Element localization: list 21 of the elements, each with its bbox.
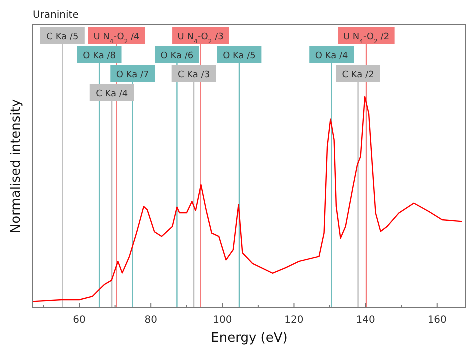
ref-line-label: C Ka /3 bbox=[178, 70, 210, 80]
ref-line-label: O Ka /8 bbox=[83, 52, 116, 62]
ref-line-label: U N$_{4}$-O$_{2}$ /3 bbox=[178, 32, 224, 45]
ref-line-label: C Ka /5 bbox=[46, 32, 79, 42]
x-tick-label: 140 bbox=[356, 315, 376, 326]
x-axis-title: Energy (eV) bbox=[211, 331, 288, 346]
ref-line-label: O Ka /4 bbox=[315, 52, 348, 62]
x-tick-label: 160 bbox=[428, 315, 447, 326]
ref-line-label: C Ka /2 bbox=[342, 70, 374, 80]
x-tick-label: 120 bbox=[284, 315, 304, 326]
ref-line-label: U N$_{4}$-O$_{2}$ /2 bbox=[343, 32, 390, 45]
ref-line-label: O Ka /7 bbox=[116, 70, 150, 80]
y-axis-title: Normalised intensity bbox=[9, 99, 24, 234]
ref-line-label: U N$_{4}$-O$_{2}$ /4 bbox=[94, 32, 140, 45]
x-tick-label: 80 bbox=[144, 315, 158, 326]
x-tick-label: 100 bbox=[213, 315, 232, 326]
ref-line-label: O Ka /5 bbox=[223, 52, 256, 62]
ref-line-label: C Ka /4 bbox=[96, 90, 128, 100]
chart-title: Uraninite bbox=[33, 10, 79, 21]
x-tick-label: 60 bbox=[73, 315, 86, 326]
ref-line-label: O Ka /6 bbox=[160, 52, 194, 62]
